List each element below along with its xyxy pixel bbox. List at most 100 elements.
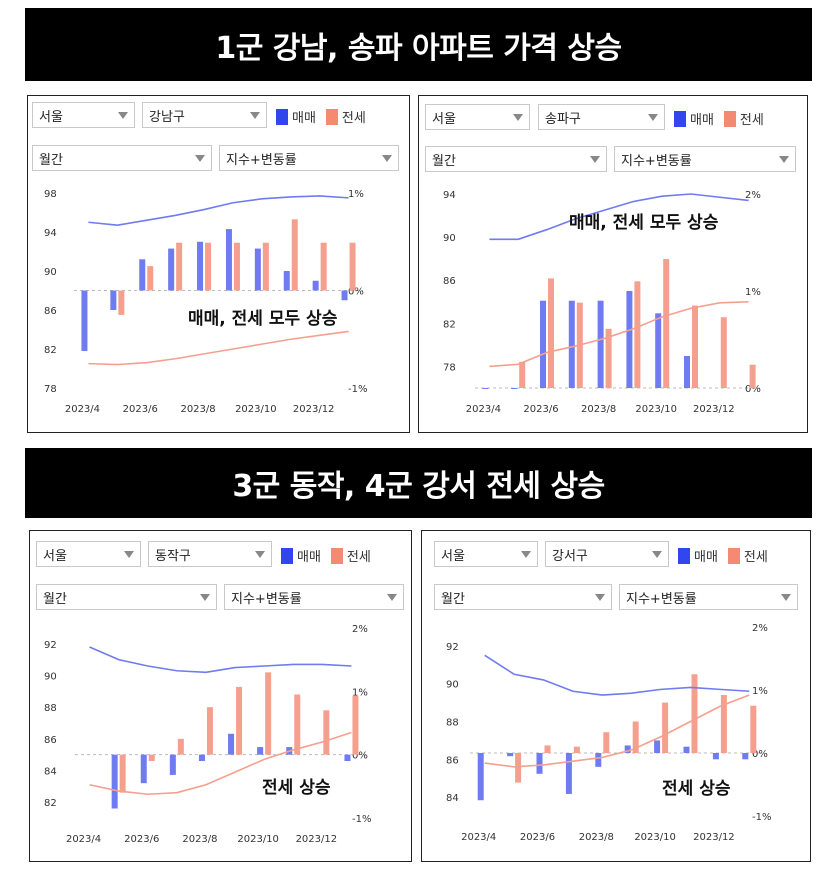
bar-sale-change: [482, 388, 489, 389]
bar-sale-change: [597, 300, 604, 388]
period-select[interactable]: 월간: [434, 584, 612, 610]
bar-jeonse-change: [262, 242, 269, 291]
bar-jeonse-change: [205, 242, 212, 291]
period-select-value: 월간: [432, 153, 456, 169]
left-axis-tick: 84: [446, 793, 459, 804]
bar-jeonse-change: [519, 361, 526, 388]
bar-jeonse-change: [548, 278, 554, 388]
legend-label-jeonse: 전세: [341, 111, 366, 126]
left-axis-tick: 90: [44, 672, 57, 683]
bar-jeonse-change: [119, 754, 126, 793]
left-axis-tick: 90: [443, 233, 456, 244]
right-axis-tick: 2%: [352, 624, 368, 635]
bar-jeonse-change: [177, 738, 184, 755]
line-jeonse-index: [88, 330, 349, 366]
metric-select[interactable]: 지수+변동률: [619, 584, 798, 610]
bar-sale-change: [624, 745, 631, 753]
chart-legend: 매매 전세: [276, 107, 366, 126]
legend-label-sale: 매매: [297, 550, 321, 565]
bar-sale-change: [257, 747, 264, 755]
chevron-down-icon: [648, 114, 658, 121]
bar-jeonse-change: [720, 317, 727, 388]
bar-jeonse-change: [291, 219, 298, 291]
region-select[interactable]: 서울: [36, 541, 141, 567]
period-select[interactable]: 월간: [32, 145, 212, 171]
headline-text: 1군 강남, 송파 아파트 가격 상승: [215, 30, 622, 66]
chart-annotation: 전세 상승: [662, 779, 731, 799]
line-sale-index: [489, 193, 749, 241]
district-select[interactable]: 송파구: [538, 104, 665, 130]
metric-select[interactable]: 지수+변동률: [224, 584, 404, 610]
bar-jeonse-change: [233, 242, 240, 291]
legend-label-jeonse: 전세: [743, 550, 768, 565]
metric-select-value: 지수+변동률: [626, 591, 697, 607]
bar-sale-change: [565, 753, 572, 794]
right-axis-tick: 0%: [752, 749, 768, 760]
period-select[interactable]: 월간: [425, 146, 607, 172]
legend-label-jeonse: 전세: [346, 550, 371, 565]
period-select-value: 월간: [43, 591, 67, 607]
legend-label-sale: 매매: [694, 550, 718, 565]
bar-jeonse-change: [236, 686, 243, 755]
headline-banner-bottom: 3군 동작, 4군 강서 전세 상승: [25, 448, 812, 518]
region-select[interactable]: 서울: [434, 541, 538, 567]
chevron-down-icon: [255, 551, 265, 558]
district-select[interactable]: 동작구: [148, 541, 272, 567]
bar-jeonse-change: [265, 672, 272, 755]
chevron-down-icon: [513, 114, 523, 121]
left-axis-tick: 88: [44, 703, 57, 714]
legend-swatch-sale: [281, 547, 293, 564]
x-axis-tick: 2023/4: [66, 834, 101, 845]
x-axis-tick: 2023/12: [293, 404, 335, 415]
left-axis-tick: 90: [446, 680, 459, 691]
right-axis-tick: -1%: [752, 812, 771, 823]
chart-panel-songpa: 서울 송파구 매매 전세 월간 지수+변동률 94 90 86 82 78 2% 1% 0% 2…: [418, 95, 808, 433]
x-axis-tick: 2023/4: [65, 404, 100, 415]
bar-sale-change: [312, 280, 319, 291]
left-axis-tick: 86: [44, 735, 57, 746]
metric-select[interactable]: 지수+변동률: [219, 145, 399, 171]
district-select[interactable]: 강서구: [545, 541, 669, 567]
bar-sale-change: [540, 300, 546, 388]
right-axis-tick: 1%: [348, 189, 364, 200]
line-jeonse-index: [489, 300, 749, 368]
bar-sale-change: [568, 300, 575, 388]
x-axis-tick: 2023/10: [235, 404, 277, 415]
left-axis-tick: 88: [446, 718, 459, 729]
chevron-down-icon: [521, 551, 531, 558]
bar-sale-change: [655, 313, 662, 388]
chevron-down-icon: [124, 551, 134, 558]
x-axis-tick: 2023/12: [693, 832, 735, 843]
bar-jeonse-change: [147, 266, 154, 291]
x-axis-tick: 2023/6: [523, 404, 558, 415]
bar-jeonse-change: [573, 746, 580, 753]
legend-swatch-jeonse: [325, 108, 338, 125]
left-axis-tick: 92: [44, 640, 57, 651]
chart-annotation: 전세 상승: [262, 778, 331, 798]
right-axis-tick: 1%: [745, 287, 761, 298]
line-sale-index: [484, 654, 750, 696]
bar-jeonse-change: [691, 674, 698, 753]
bar-jeonse-change: [148, 754, 155, 761]
right-axis-tick: 0%: [745, 384, 761, 395]
x-axis-tick: 2023/8: [581, 404, 616, 415]
region-select[interactable]: 서울: [32, 102, 135, 128]
bar-sale-change: [111, 754, 118, 809]
x-axis-tick: 2023/8: [180, 404, 215, 415]
bar-sale-change: [536, 753, 543, 774]
bar-jeonse-change: [515, 753, 522, 783]
combo-chart: 92 90 88 86 84 2% 1% 0% -1% 2023/4 2023/6 2023/8 202…: [446, 623, 771, 843]
line-jeonse-index: [89, 731, 352, 796]
period-select[interactable]: 월간: [36, 584, 217, 610]
bar-jeonse-change: [323, 710, 330, 755]
region-select[interactable]: 서울: [425, 104, 530, 130]
legend-label-sale: 매매: [292, 111, 316, 126]
period-select-value: 월간: [39, 152, 63, 168]
district-select[interactable]: 강남구: [142, 102, 267, 128]
period-select-value: 월간: [441, 591, 465, 607]
right-axis-tick: 2%: [745, 190, 761, 201]
x-axis-tick: 2023/10: [635, 404, 677, 415]
bar-sale-change: [283, 271, 290, 291]
metric-select[interactable]: 지수+변동률: [614, 146, 796, 172]
chevron-down-icon: [590, 156, 600, 163]
